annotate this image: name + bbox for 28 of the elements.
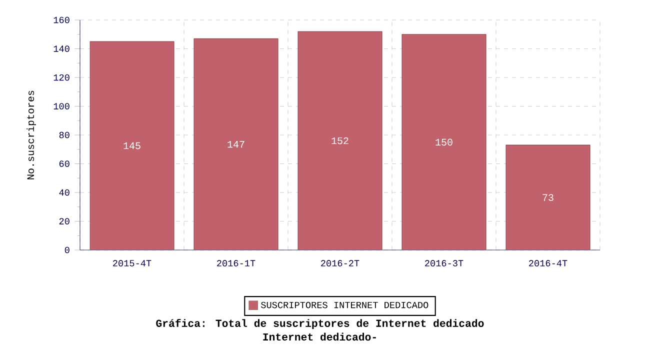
text: Internet dedicado- [263, 332, 376, 341]
y-tick-label: 40 [59, 189, 70, 196]
x-tick-label: 2015-4T [113, 260, 152, 266]
y-tick-label: 120 [54, 74, 70, 81]
x-tick-label: 2016-3T [425, 260, 464, 266]
y-axis-title: No.suscriptores [26, 90, 36, 180]
bar [402, 34, 486, 250]
bar [194, 38, 278, 250]
data-label: 145 [124, 142, 140, 150]
y-tick-label: 80 [59, 132, 70, 138]
y-tick-label: 0 [64, 246, 70, 254]
bar [90, 41, 174, 250]
x-tick-label: 2016-1T [217, 260, 256, 266]
data-label: 152 [332, 137, 348, 144]
y-tick-label: 100 [54, 103, 70, 110]
data-label: 147 [228, 141, 244, 148]
legend-label: SUSCRIPTORES INTERNET DEDICADO [261, 302, 428, 308]
data-label: 73 [542, 194, 554, 201]
x-tick-label: 2016-4T [529, 260, 568, 266]
y-tick-label: 60 [59, 160, 70, 167]
bar [506, 144, 590, 250]
data-label: 150 [436, 138, 452, 146]
text: Gráfica: Total de suscriptores de Internet dedicado [156, 318, 484, 330]
y-tick-label: 140 [54, 46, 70, 52]
x-tick-label: 2016-2T [321, 260, 360, 266]
y-tick-label: 20 [59, 218, 70, 224]
y-tick-label: 160 [54, 16, 70, 24]
bar [298, 31, 382, 250]
